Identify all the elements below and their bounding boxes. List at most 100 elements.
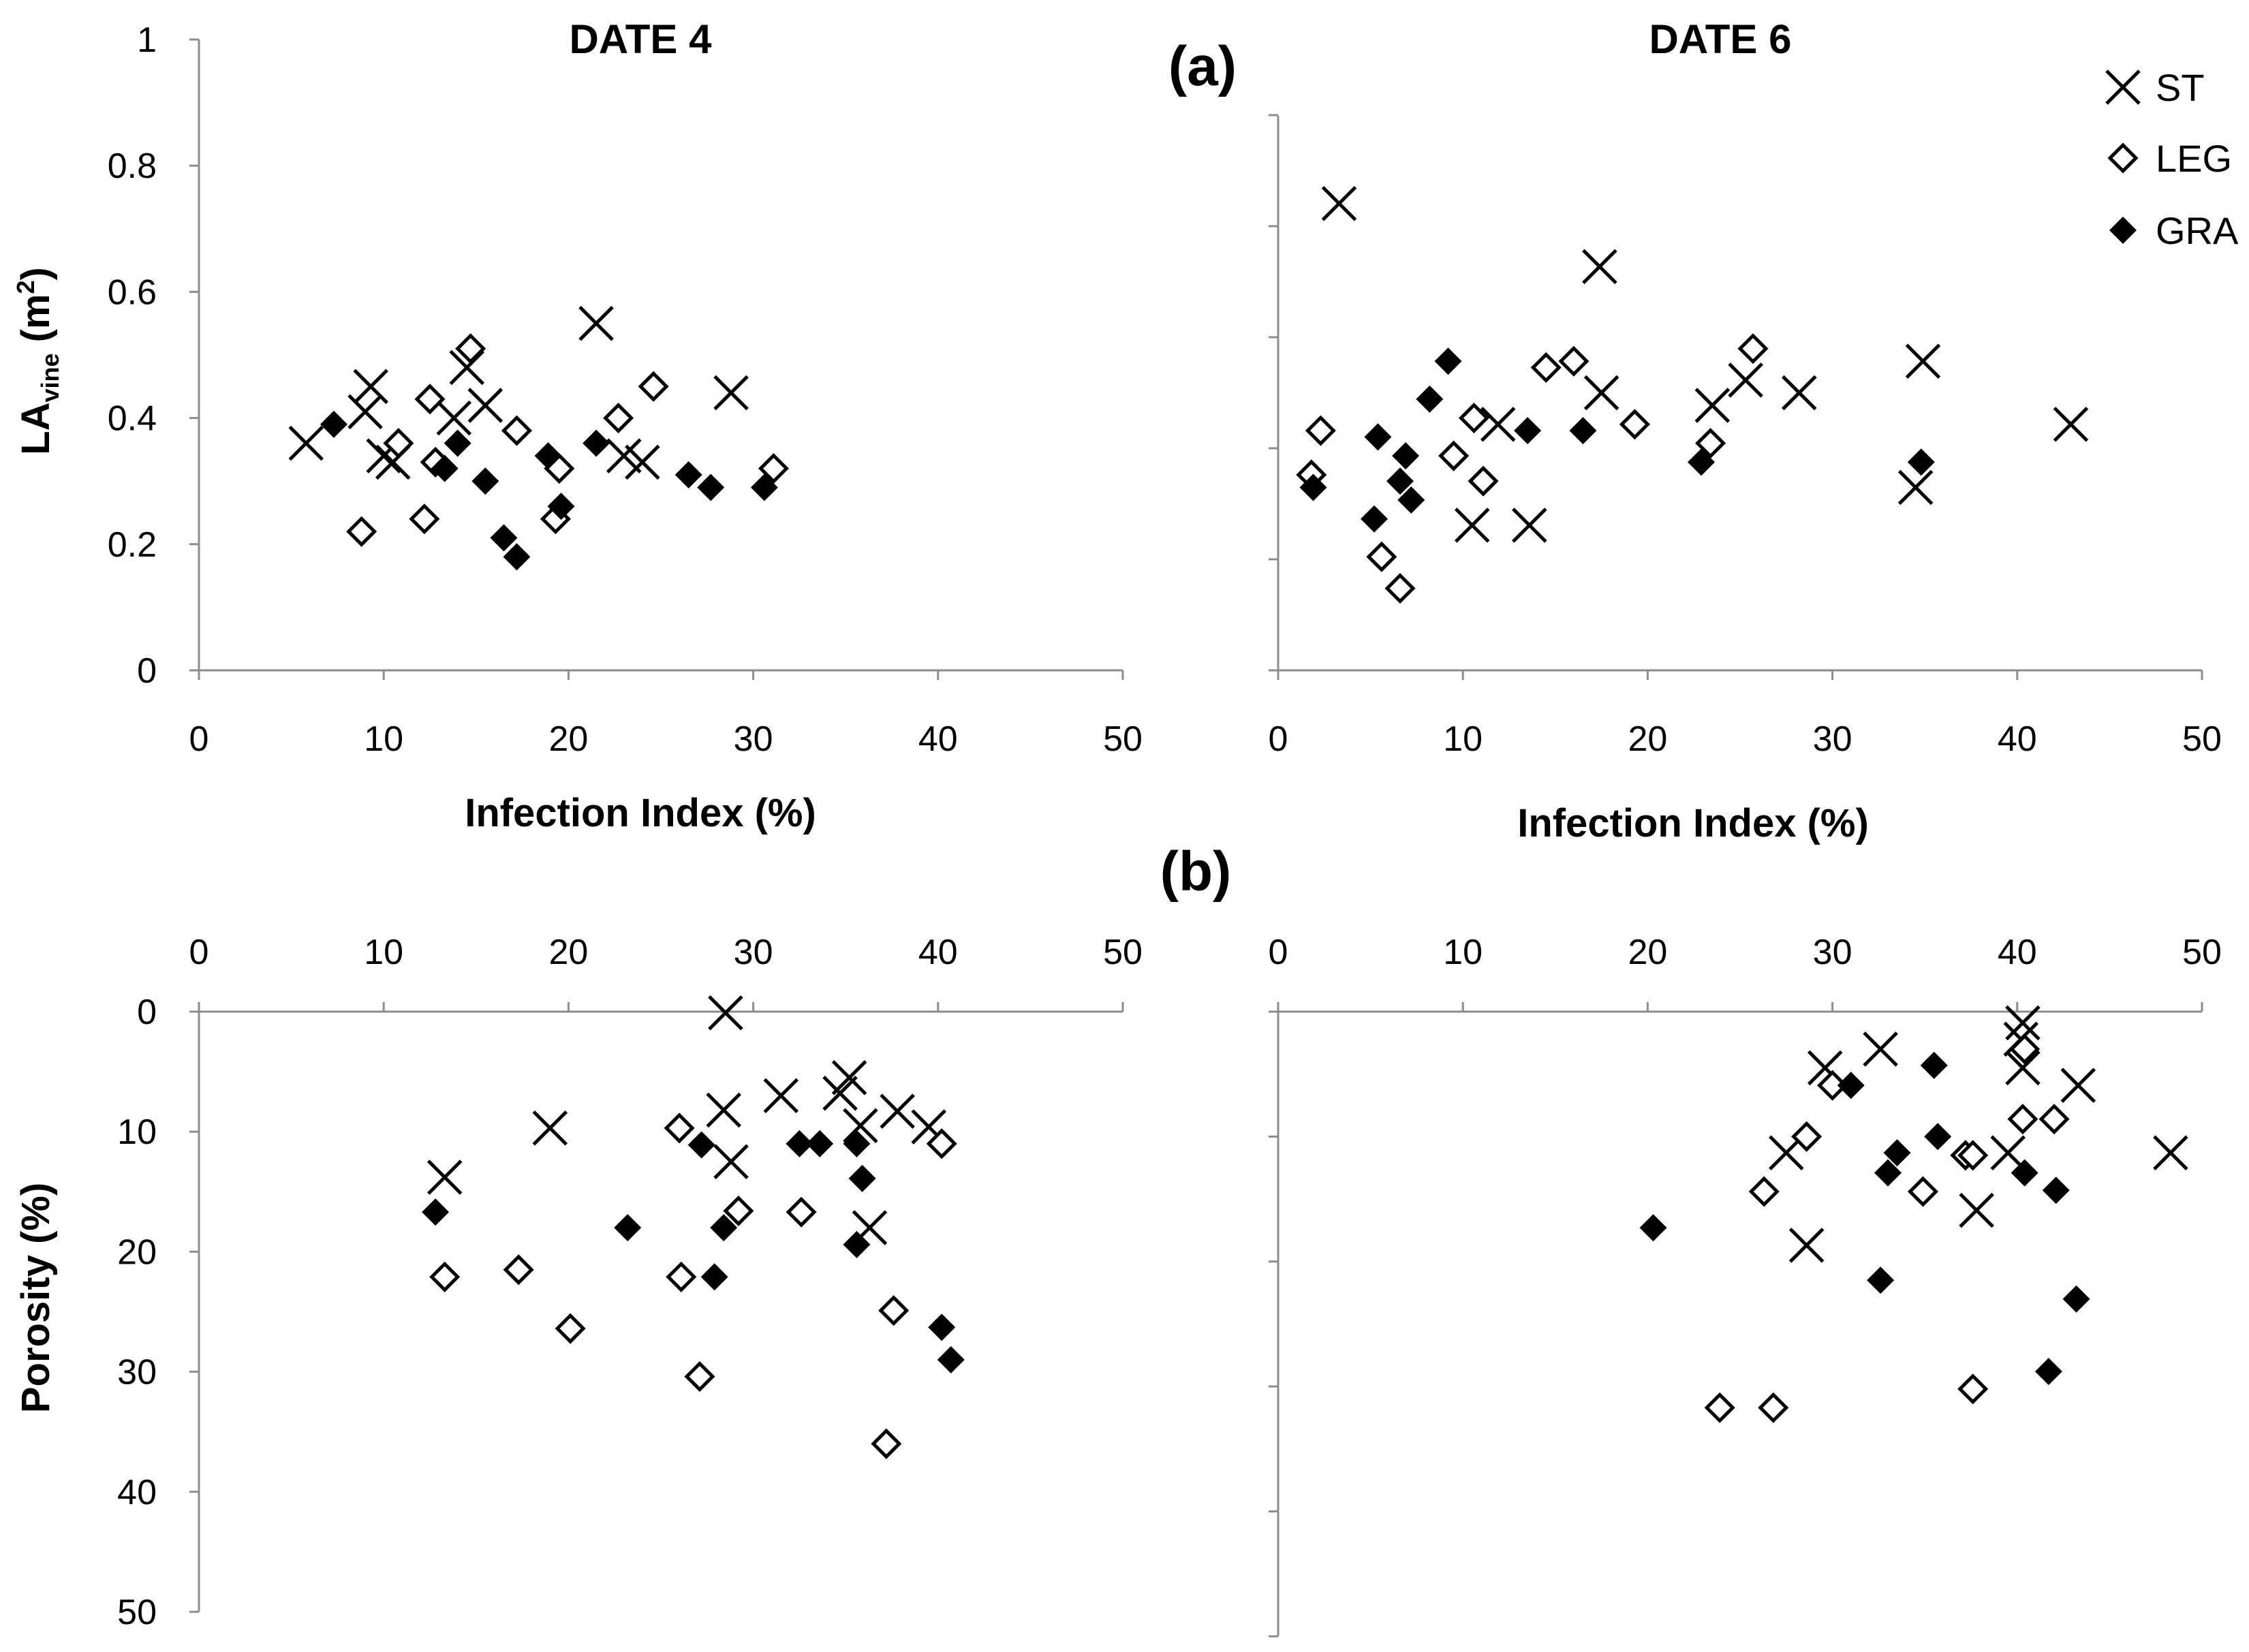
point-gra	[2042, 1176, 2070, 1204]
point-leg	[1704, 1392, 1735, 1423]
legend-marker-leg	[2107, 142, 2139, 174]
point-leg	[455, 333, 486, 364]
x-tick-label: 10	[364, 933, 403, 972]
point-st	[2005, 1050, 2041, 1086]
point-st	[625, 444, 660, 480]
point-gra	[431, 454, 459, 482]
point-st	[2053, 407, 2089, 442]
point-leg	[2009, 1033, 2041, 1065]
point-st	[2060, 1067, 2096, 1103]
point-leg	[1619, 409, 1650, 440]
point-gra	[1386, 467, 1414, 495]
point-gra	[422, 1198, 450, 1226]
point-leg	[2007, 1104, 2038, 1135]
x-tick-label: 30	[734, 719, 773, 759]
x-tick-label: 40	[1998, 719, 2037, 759]
point-gra	[1907, 448, 1935, 476]
point-gra	[750, 473, 778, 501]
ylabel-sup: 2	[12, 280, 40, 294]
point-gra	[471, 467, 499, 495]
point-st	[1990, 1135, 2026, 1171]
x-tick-label: 20	[1628, 933, 1667, 972]
point-leg	[555, 1313, 586, 1344]
point-leg	[926, 1128, 957, 1159]
panel-a-date6: DATE 6 Infection Index (%) 0 10 20 30 40 50	[1269, 16, 2222, 845]
point-leg	[501, 415, 532, 446]
point-leg	[1384, 573, 1416, 604]
point-st	[763, 1078, 799, 1114]
y-tick-label: 0	[137, 651, 157, 691]
point-leg	[2038, 1104, 2070, 1135]
y-tick-label: 50	[117, 1593, 157, 1632]
point-gra	[1883, 1139, 1911, 1167]
point-gra	[583, 429, 610, 457]
x-tick-label: 10	[364, 719, 403, 759]
point-leg	[1468, 465, 1499, 497]
point-st	[2005, 1005, 2041, 1041]
point-st	[1782, 375, 1817, 411]
point-gra	[700, 1263, 728, 1291]
panel-a-date4: DATE 4 Infection Index (%) LAvine (m2) 0…	[12, 16, 1143, 835]
series-gra	[1299, 347, 1935, 533]
point-gra	[843, 1230, 871, 1258]
point-gra	[1364, 423, 1392, 451]
ylabel-main: LA	[14, 403, 58, 455]
point-st	[713, 375, 749, 411]
point-gra	[1867, 1266, 1895, 1294]
point-st	[467, 388, 503, 423]
point-st	[532, 1110, 568, 1146]
point-gra	[710, 1214, 738, 1242]
point-leg	[664, 1112, 695, 1144]
point-st	[1480, 407, 1516, 442]
point-leg	[1791, 1121, 1823, 1152]
point-gra	[1837, 1072, 1865, 1100]
point-st	[1959, 1192, 1994, 1228]
series-st	[288, 305, 749, 480]
point-st	[1728, 362, 1763, 398]
point-st	[1454, 508, 1490, 543]
point-st	[1694, 388, 1731, 423]
point-gra	[1397, 486, 1425, 514]
series-gra	[320, 410, 778, 571]
point-gra	[2034, 1358, 2062, 1386]
point-gra	[1924, 1123, 1952, 1151]
legend-marker-st	[2105, 69, 2141, 105]
x-tick-label: 40	[918, 933, 958, 972]
point-gra	[843, 1129, 871, 1157]
point-leg	[346, 516, 377, 547]
x-tick-label: 50	[2182, 719, 2222, 759]
series-leg	[1704, 1033, 2070, 1423]
point-st	[347, 394, 383, 430]
ylabel-unit: (m	[14, 294, 58, 353]
point-st	[1512, 508, 1547, 543]
point-st	[1863, 1031, 1898, 1067]
panel-a-date4-title: DATE 4	[570, 16, 713, 62]
point-gra	[937, 1345, 965, 1373]
point-st	[1321, 185, 1357, 221]
point-gra	[1299, 473, 1327, 501]
y-tick-label: 20	[117, 1232, 157, 1272]
x-tick-label: 30	[1813, 933, 1852, 972]
x-tick-label: 20	[548, 933, 588, 972]
point-st	[880, 1093, 915, 1129]
point-gra	[1639, 1214, 1667, 1242]
point-gra	[320, 410, 347, 438]
point-st	[1905, 343, 1941, 379]
point-gra	[503, 543, 531, 571]
point-gra	[490, 524, 518, 552]
point-leg	[1957, 1140, 1989, 1171]
point-gra	[614, 1214, 642, 1242]
y-tick-label: 0	[137, 993, 157, 1032]
point-st	[436, 400, 472, 436]
point-leg	[503, 1254, 534, 1285]
legend-label-gra: GRA	[2156, 209, 2239, 252]
point-gra	[1874, 1159, 1902, 1187]
point-gra	[1361, 505, 1389, 533]
series-leg	[1296, 333, 1769, 604]
series-gra	[422, 1129, 965, 1373]
point-gra	[534, 442, 562, 470]
point-leg	[1695, 428, 1726, 459]
panel-b-date4: Porosity (%) 0 10 20 30 40 50 0 10 20 30 40 50	[14, 933, 1143, 1632]
x-tick-label: 30	[734, 933, 773, 972]
x-tick-label: 40	[1998, 933, 2037, 972]
